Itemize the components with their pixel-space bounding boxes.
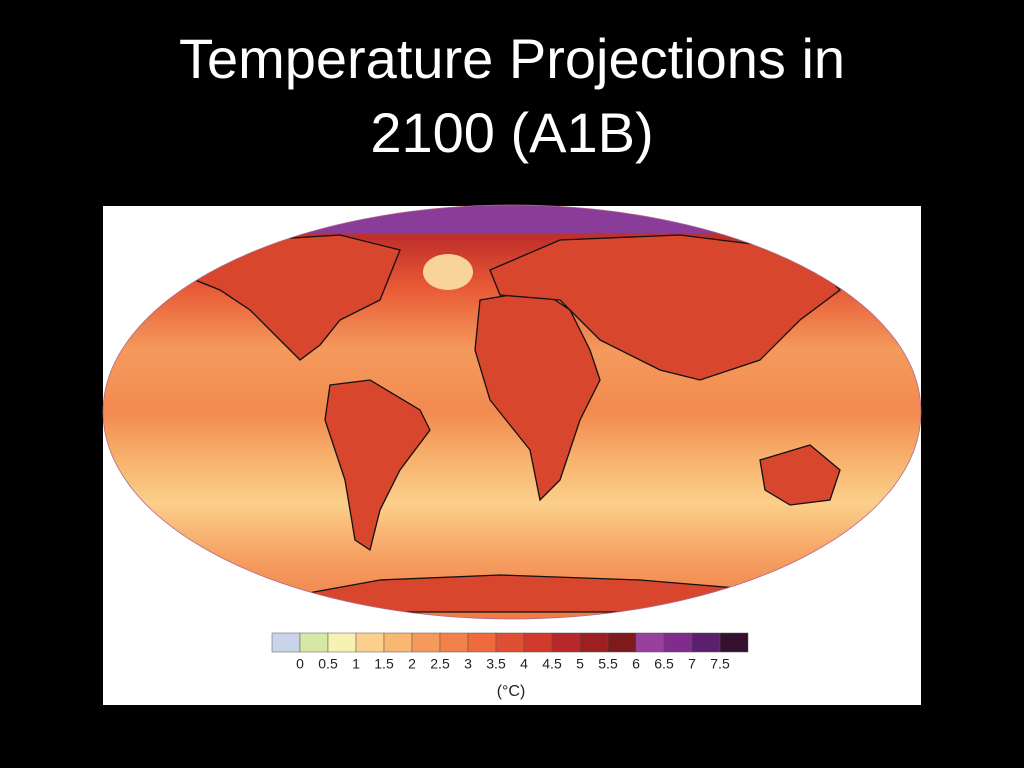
- colorbar-tick-label: 2: [408, 656, 416, 672]
- colorbar-swatch: [523, 632, 553, 653]
- colorbar-tick-label: 4.5: [542, 656, 562, 672]
- colorbar-tick-label: 6: [632, 656, 640, 672]
- colorbar-tick-label: 7: [688, 656, 696, 672]
- colorbar-swatch: [327, 632, 357, 653]
- colorbar-tick-label: 4: [520, 656, 528, 672]
- slide-title: Temperature Projections in 2100 (A1B): [178, 27, 846, 164]
- colorbar-tick-label: 0: [296, 656, 304, 672]
- colorbar-tick-label: 3.5: [486, 656, 506, 672]
- colorbar-swatch: [383, 632, 413, 653]
- map-outline: [102, 204, 922, 620]
- colorbar-swatch: [635, 632, 665, 653]
- colorbar-swatch: [495, 632, 525, 653]
- colorbar-swatch: [719, 632, 749, 653]
- colorbar-swatch: [467, 632, 497, 653]
- colorbar-tick-label: 0.5: [318, 656, 338, 672]
- colorbar-tick-label: 3: [464, 656, 472, 672]
- colorbar-tick-label: 5: [576, 656, 584, 672]
- colorbar: 0 0.5 1 1.5 2 2.5 3 3.5 4 4.5 5 5.5 6 6.5 7 7.5: [271, 632, 749, 672]
- colorbar-unit: (°C): [497, 683, 526, 700]
- colorbar-swatch: [439, 632, 469, 653]
- colorbar-swatch: [299, 632, 329, 653]
- colorbar-swatch: [663, 632, 693, 653]
- colorbar-tick-label: 7.5: [710, 656, 730, 672]
- colorbar-tick-label: 2.5: [430, 656, 450, 672]
- colorbar-swatch: [579, 632, 609, 653]
- colorbar-tick-label: 1: [352, 656, 360, 672]
- colorbar-swatch: [607, 632, 637, 653]
- greenland-low: [423, 254, 473, 290]
- colorbar-swatch: [411, 632, 441, 653]
- colorbar-tick-label: 6.5: [654, 656, 674, 672]
- colorbar-tick-label: 1.5: [374, 656, 394, 672]
- colorbar-tick-label: 5.5: [598, 656, 618, 672]
- colorbar-swatch: [691, 632, 721, 653]
- colorbar-swatch: [271, 632, 301, 653]
- colorbar-swatch: [551, 632, 581, 653]
- map: [103, 205, 921, 619]
- colorbar-swatch: [355, 632, 385, 653]
